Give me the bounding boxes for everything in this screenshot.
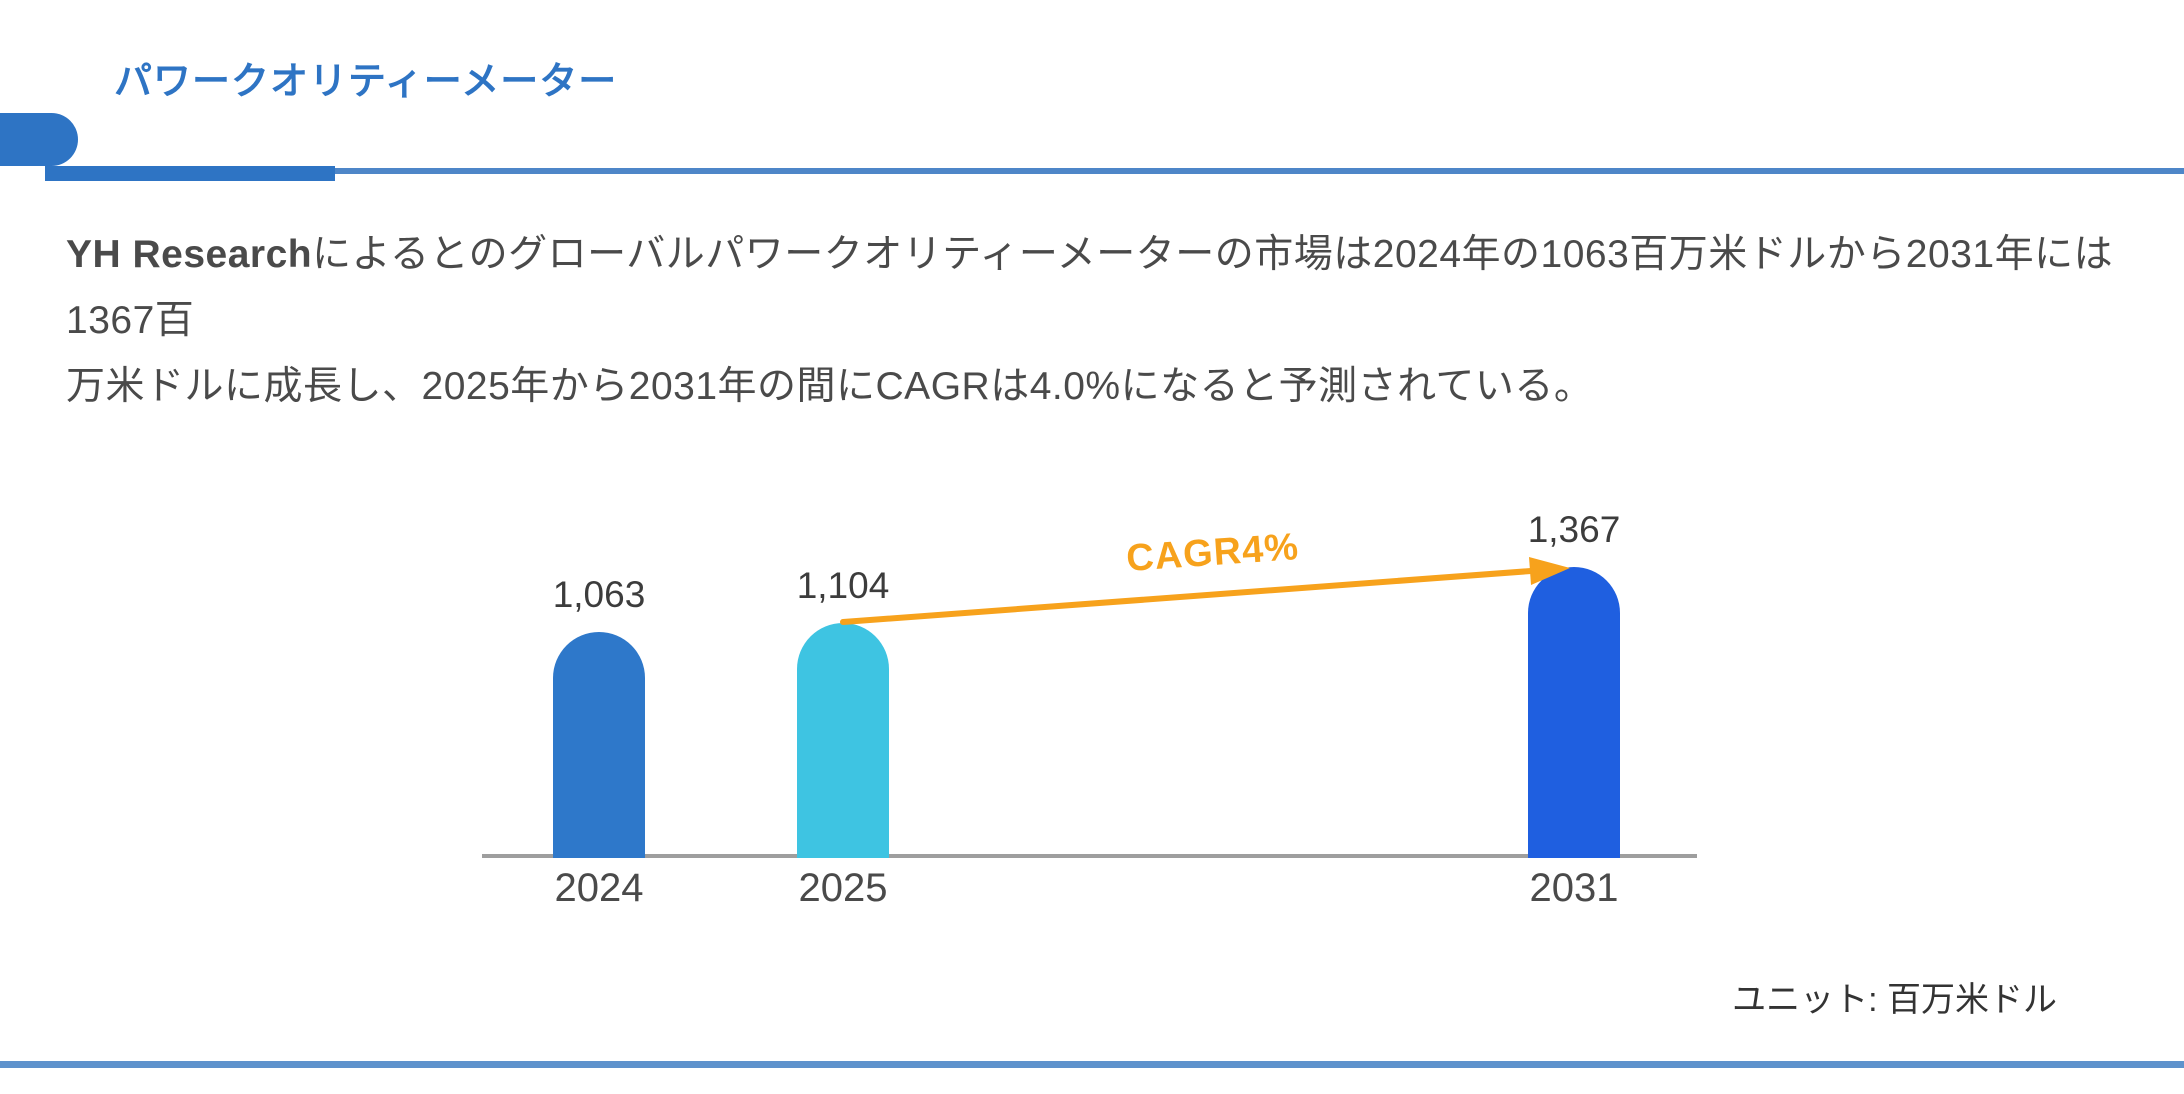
x-axis-label-2031: 2031 <box>1529 866 1619 910</box>
value-label-2024: 1,063 <box>552 574 646 615</box>
bar-group-2025: 1,104 <box>797 565 889 858</box>
bar-group-2031: 1,367 <box>1528 509 1620 858</box>
value-label-2031: 1,367 <box>1527 509 1621 550</box>
header-tab-accent <box>0 113 78 166</box>
summary-paragraph: YH Researchによるとのグローバルパワークオリティーメーターの市場は20… <box>66 222 2156 420</box>
brand-name: YH Research <box>66 233 313 276</box>
x-axis-label-2025: 2025 <box>798 866 888 910</box>
header-rule-thick <box>45 166 335 181</box>
x-axis-line <box>482 854 1697 858</box>
value-label-2025: 1,104 <box>796 565 890 606</box>
summary-line2: 万米ドルに成長し、2025年から2031年の間にCAGRは4.0%になると予測さ… <box>66 365 1594 408</box>
unit-note: ユニット: 百万米ドル <box>1732 981 2057 1019</box>
cagr-label: CAGR4% <box>1125 526 1301 581</box>
bottom-divider <box>0 1061 2184 1068</box>
bar-2024 <box>553 632 645 858</box>
page-title: パワークオリティーメーター <box>114 61 618 103</box>
bar-2025 <box>797 623 889 858</box>
x-axis-label-2024: 2024 <box>554 866 644 910</box>
header-rule-thin <box>335 168 2184 174</box>
bar-2031 <box>1528 567 1620 858</box>
summary-line1: によるとのグローバルパワークオリティーメーターの市場は2024年の1063百万米… <box>66 233 2114 342</box>
bar-group-2024: 1,063 <box>553 574 645 858</box>
